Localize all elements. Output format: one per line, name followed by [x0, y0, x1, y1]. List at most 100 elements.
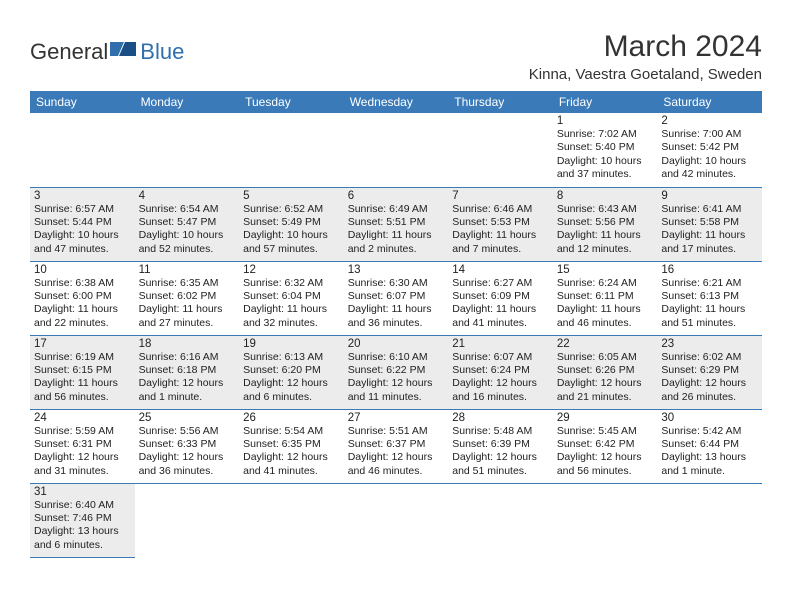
- day-info: Sunrise: 5:59 AMSunset: 6:31 PMDaylight:…: [34, 425, 131, 479]
- day-info: Sunrise: 6:16 AMSunset: 6:18 PMDaylight:…: [139, 351, 236, 405]
- day-number: 3: [34, 190, 131, 202]
- day-info: Sunrise: 6:21 AMSunset: 6:13 PMDaylight:…: [661, 277, 758, 331]
- calendar-cell: [344, 113, 449, 187]
- day-number: 17: [34, 338, 131, 350]
- day-number: 20: [348, 338, 445, 350]
- day-info: Sunrise: 5:56 AMSunset: 6:33 PMDaylight:…: [139, 425, 236, 479]
- day-number: 22: [557, 338, 654, 350]
- calendar-cell: 18Sunrise: 6:16 AMSunset: 6:18 PMDayligh…: [135, 335, 240, 409]
- day-info: Sunrise: 5:48 AMSunset: 6:39 PMDaylight:…: [452, 425, 549, 479]
- calendar-cell: 6Sunrise: 6:49 AMSunset: 5:51 PMDaylight…: [344, 187, 449, 261]
- day-info: Sunrise: 6:46 AMSunset: 5:53 PMDaylight:…: [452, 203, 549, 257]
- day-info: Sunrise: 6:13 AMSunset: 6:20 PMDaylight:…: [243, 351, 340, 405]
- calendar-cell: 15Sunrise: 6:24 AMSunset: 6:11 PMDayligh…: [553, 261, 658, 335]
- calendar-cell: [448, 113, 553, 187]
- day-info: Sunrise: 6:52 AMSunset: 5:49 PMDaylight:…: [243, 203, 340, 257]
- day-number: 16: [661, 264, 758, 276]
- calendar-row: 24Sunrise: 5:59 AMSunset: 6:31 PMDayligh…: [30, 409, 762, 483]
- calendar-cell: [135, 483, 240, 557]
- day-number: 24: [34, 412, 131, 424]
- calendar-cell: 5Sunrise: 6:52 AMSunset: 5:49 PMDaylight…: [239, 187, 344, 261]
- dayname: Friday: [553, 91, 658, 113]
- day-number: 21: [452, 338, 549, 350]
- calendar-cell: 17Sunrise: 6:19 AMSunset: 6:15 PMDayligh…: [30, 335, 135, 409]
- calendar-cell: 16Sunrise: 6:21 AMSunset: 6:13 PMDayligh…: [657, 261, 762, 335]
- day-number: 25: [139, 412, 236, 424]
- calendar-cell: [30, 113, 135, 187]
- dayname: Wednesday: [344, 91, 449, 113]
- dayname-row: Sunday Monday Tuesday Wednesday Thursday…: [30, 91, 762, 113]
- dayname: Monday: [135, 91, 240, 113]
- calendar-cell: 23Sunrise: 6:02 AMSunset: 6:29 PMDayligh…: [657, 335, 762, 409]
- flag-icon: [110, 38, 140, 66]
- day-info: Sunrise: 6:38 AMSunset: 6:00 PMDaylight:…: [34, 277, 131, 331]
- calendar-cell: 29Sunrise: 5:45 AMSunset: 6:42 PMDayligh…: [553, 409, 658, 483]
- day-info: Sunrise: 6:24 AMSunset: 6:11 PMDaylight:…: [557, 277, 654, 331]
- calendar-row: 31Sunrise: 6:40 AMSunset: 7:46 PMDayligh…: [30, 483, 762, 557]
- logo: General Blue: [30, 38, 184, 66]
- calendar-cell: 4Sunrise: 6:54 AMSunset: 5:47 PMDaylight…: [135, 187, 240, 261]
- calendar-cell: 10Sunrise: 6:38 AMSunset: 6:00 PMDayligh…: [30, 261, 135, 335]
- day-info: Sunrise: 5:45 AMSunset: 6:42 PMDaylight:…: [557, 425, 654, 479]
- day-info: Sunrise: 6:35 AMSunset: 6:02 PMDaylight:…: [139, 277, 236, 331]
- day-number: 10: [34, 264, 131, 276]
- calendar-cell: 19Sunrise: 6:13 AMSunset: 6:20 PMDayligh…: [239, 335, 344, 409]
- logo-text-2: Blue: [140, 39, 184, 65]
- calendar-cell: 14Sunrise: 6:27 AMSunset: 6:09 PMDayligh…: [448, 261, 553, 335]
- day-number: 12: [243, 264, 340, 276]
- day-number: 7: [452, 190, 549, 202]
- day-number: 15: [557, 264, 654, 276]
- day-info: Sunrise: 6:41 AMSunset: 5:58 PMDaylight:…: [661, 203, 758, 257]
- day-number: 30: [661, 412, 758, 424]
- calendar-cell: [135, 113, 240, 187]
- day-number: 8: [557, 190, 654, 202]
- calendar-cell: 28Sunrise: 5:48 AMSunset: 6:39 PMDayligh…: [448, 409, 553, 483]
- dayname: Saturday: [657, 91, 762, 113]
- day-info: Sunrise: 6:49 AMSunset: 5:51 PMDaylight:…: [348, 203, 445, 257]
- calendar-cell: 21Sunrise: 6:07 AMSunset: 6:24 PMDayligh…: [448, 335, 553, 409]
- day-number: 28: [452, 412, 549, 424]
- calendar-row: 3Sunrise: 6:57 AMSunset: 5:44 PMDaylight…: [30, 187, 762, 261]
- logo-text-1: General: [30, 39, 108, 65]
- calendar-cell: 13Sunrise: 6:30 AMSunset: 6:07 PMDayligh…: [344, 261, 449, 335]
- day-number: 29: [557, 412, 654, 424]
- day-info: Sunrise: 6:43 AMSunset: 5:56 PMDaylight:…: [557, 203, 654, 257]
- calendar-row: 1Sunrise: 7:02 AMSunset: 5:40 PMDaylight…: [30, 113, 762, 187]
- day-number: 27: [348, 412, 445, 424]
- calendar-cell: 27Sunrise: 5:51 AMSunset: 6:37 PMDayligh…: [344, 409, 449, 483]
- day-info: Sunrise: 6:54 AMSunset: 5:47 PMDaylight:…: [139, 203, 236, 257]
- dayname: Thursday: [448, 91, 553, 113]
- day-number: 18: [139, 338, 236, 350]
- calendar-cell: [239, 113, 344, 187]
- calendar-row: 17Sunrise: 6:19 AMSunset: 6:15 PMDayligh…: [30, 335, 762, 409]
- day-number: 11: [139, 264, 236, 276]
- day-info: Sunrise: 7:00 AMSunset: 5:42 PMDaylight:…: [661, 128, 758, 182]
- calendar-cell: 22Sunrise: 6:05 AMSunset: 6:26 PMDayligh…: [553, 335, 658, 409]
- calendar-cell: 9Sunrise: 6:41 AMSunset: 5:58 PMDaylight…: [657, 187, 762, 261]
- day-info: Sunrise: 6:30 AMSunset: 6:07 PMDaylight:…: [348, 277, 445, 331]
- calendar-cell: 25Sunrise: 5:56 AMSunset: 6:33 PMDayligh…: [135, 409, 240, 483]
- calendar-cell: 3Sunrise: 6:57 AMSunset: 5:44 PMDaylight…: [30, 187, 135, 261]
- day-number: 6: [348, 190, 445, 202]
- day-info: Sunrise: 6:40 AMSunset: 7:46 PMDaylight:…: [34, 499, 131, 553]
- day-info: Sunrise: 5:51 AMSunset: 6:37 PMDaylight:…: [348, 425, 445, 479]
- day-number: 13: [348, 264, 445, 276]
- calendar-cell: 31Sunrise: 6:40 AMSunset: 7:46 PMDayligh…: [30, 483, 135, 557]
- day-number: 26: [243, 412, 340, 424]
- day-info: Sunrise: 6:32 AMSunset: 6:04 PMDaylight:…: [243, 277, 340, 331]
- day-number: 5: [243, 190, 340, 202]
- day-number: 31: [34, 486, 131, 498]
- calendar-cell: [553, 483, 658, 557]
- day-number: 19: [243, 338, 340, 350]
- day-number: 23: [661, 338, 758, 350]
- dayname: Tuesday: [239, 91, 344, 113]
- calendar-cell: 20Sunrise: 6:10 AMSunset: 6:22 PMDayligh…: [344, 335, 449, 409]
- day-info: Sunrise: 5:42 AMSunset: 6:44 PMDaylight:…: [661, 425, 758, 479]
- calendar-cell: 11Sunrise: 6:35 AMSunset: 6:02 PMDayligh…: [135, 261, 240, 335]
- location-text: Kinna, Vaestra Goetaland, Sweden: [529, 66, 762, 83]
- calendar-cell: 8Sunrise: 6:43 AMSunset: 5:56 PMDaylight…: [553, 187, 658, 261]
- day-info: Sunrise: 7:02 AMSunset: 5:40 PMDaylight:…: [557, 128, 654, 182]
- calendar-cell: 2Sunrise: 7:00 AMSunset: 5:42 PMDaylight…: [657, 113, 762, 187]
- calendar-row: 10Sunrise: 6:38 AMSunset: 6:00 PMDayligh…: [30, 261, 762, 335]
- header: General Blue March 2024 Kinna, Vaestra G…: [30, 30, 762, 89]
